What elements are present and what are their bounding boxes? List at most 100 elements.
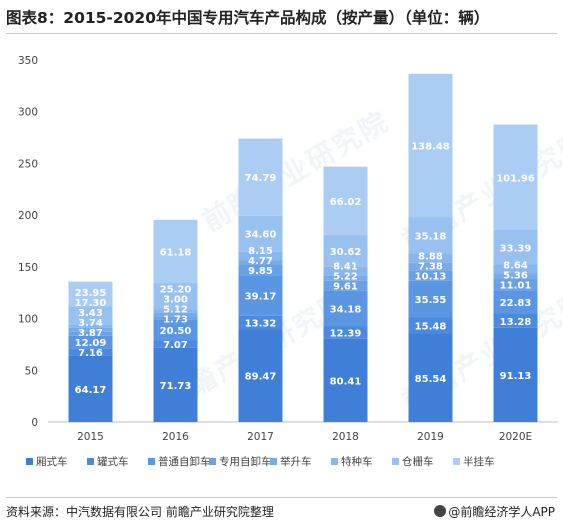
y-tick-label: 250 — [18, 158, 38, 170]
bar-segment — [493, 327, 538, 422]
bar-segment — [68, 327, 113, 332]
bar-segment — [493, 314, 538, 328]
y-tick-label: 300 — [18, 107, 38, 119]
data-label: 15.48 — [415, 322, 447, 333]
data-label: 12.09 — [75, 338, 107, 349]
y-tick-label: 50 — [25, 365, 38, 377]
data-label: 3.87 — [78, 328, 103, 339]
data-label: 66.02 — [330, 197, 362, 208]
stacked-bar-chart: 05010015020025030035064.177.1612.093.873… — [18, 55, 558, 468]
legend-swatch — [453, 458, 460, 465]
legend-label: 举升车 — [280, 455, 312, 468]
data-label: 30.62 — [330, 247, 362, 258]
data-label: 22.83 — [500, 298, 532, 309]
data-label: 74.79 — [245, 173, 277, 184]
x-tick-label: 2018 — [332, 431, 359, 443]
chart-title: 图表8：2015-2020年中国专用汽车产品构成（按产量）（单位：辆） — [6, 9, 490, 27]
data-label: 35.18 — [415, 231, 447, 242]
bar-segment — [323, 234, 368, 267]
bar-segment — [408, 317, 453, 334]
bar-segment — [68, 335, 113, 349]
data-label: 5.22 — [333, 272, 358, 283]
bar-segment — [323, 266, 368, 276]
data-label: 101.96 — [496, 173, 535, 184]
data-label: 39.17 — [245, 291, 277, 302]
bar-segment — [323, 166, 368, 235]
data-label: 8.64 — [503, 261, 528, 272]
bar-segment — [68, 355, 113, 422]
legend-label: 半挂车 — [463, 455, 495, 468]
bar-segment — [493, 229, 538, 265]
bar-segment — [323, 280, 368, 291]
data-label: 9.61 — [333, 282, 358, 293]
bar-segment — [408, 270, 453, 281]
bar-segment — [238, 275, 283, 316]
data-label: 25.20 — [160, 284, 192, 295]
data-label: 7.07 — [163, 340, 188, 351]
data-label: 34.60 — [245, 230, 277, 241]
bar-segment — [68, 306, 113, 325]
bar-segment — [323, 275, 368, 281]
data-label: 12.39 — [330, 328, 362, 339]
data-label: 3.74 — [78, 318, 103, 329]
bar-segment — [408, 253, 453, 263]
bar-segment — [153, 317, 198, 320]
data-label: 33.39 — [500, 243, 532, 254]
bar-segment — [238, 215, 283, 252]
data-label: 85.54 — [415, 374, 447, 385]
data-label: 8.88 — [418, 252, 443, 263]
x-tick-label: 2015 — [77, 431, 104, 443]
bar-segment — [408, 73, 453, 218]
legend-label: 专用自卸车 — [219, 455, 272, 468]
data-label: 61.18 — [160, 247, 192, 258]
x-tick-label: 2020E — [499, 431, 532, 443]
data-label: 5.36 — [503, 271, 528, 282]
bar-segment — [153, 347, 198, 422]
bar-segment — [153, 309, 198, 313]
legend-swatch — [331, 458, 338, 465]
bar-segment — [493, 290, 538, 315]
data-label: 13.28 — [500, 317, 532, 328]
data-label: 13.32 — [245, 319, 277, 330]
data-label: 17.30 — [75, 298, 107, 309]
data-label: 7.16 — [78, 348, 103, 359]
bar-segment — [68, 324, 113, 328]
bar-segment — [408, 280, 453, 318]
x-tick-label: 2019 — [417, 431, 444, 443]
data-label: 23.95 — [75, 288, 107, 299]
bar-segment — [238, 251, 283, 261]
bar-segment — [238, 138, 283, 216]
brand-credit: @前瞻经济学人APP — [434, 503, 555, 520]
legend-swatch — [209, 458, 216, 465]
bar-segment — [153, 340, 198, 348]
legend-label: 厢式车 — [36, 455, 68, 468]
bar-segment — [493, 279, 538, 291]
legend-swatch — [270, 458, 277, 465]
data-label: 91.13 — [500, 371, 532, 382]
brand-logo-icon — [434, 505, 447, 517]
legend-swatch — [26, 458, 33, 465]
data-label: 20.50 — [160, 326, 192, 337]
data-label: 3.43 — [78, 308, 103, 319]
data-label: 3.00 — [163, 294, 188, 305]
data-label: 5.12 — [163, 304, 188, 315]
bar-segment — [408, 262, 453, 271]
data-label: 8.15 — [248, 246, 273, 257]
title-divider — [6, 33, 557, 34]
data-label: 64.17 — [75, 385, 107, 396]
data-label: 10.13 — [415, 272, 447, 283]
y-tick-label: 0 — [31, 417, 38, 429]
data-label: 11.01 — [500, 281, 532, 292]
data-label: 35.55 — [415, 295, 447, 306]
data-label: 71.73 — [160, 381, 192, 392]
bar-segment — [323, 338, 368, 422]
bar-segment — [153, 319, 198, 341]
x-tick-label: 2017 — [247, 431, 274, 443]
bar-segment — [153, 283, 198, 310]
data-label: 9.85 — [248, 266, 273, 277]
bar-segment — [68, 348, 113, 356]
bar-segment — [153, 219, 198, 284]
data-label: 138.48 — [411, 141, 450, 152]
legend-label: 特种车 — [341, 455, 373, 468]
brand-label: @前瞻经济学人APP — [448, 505, 555, 519]
